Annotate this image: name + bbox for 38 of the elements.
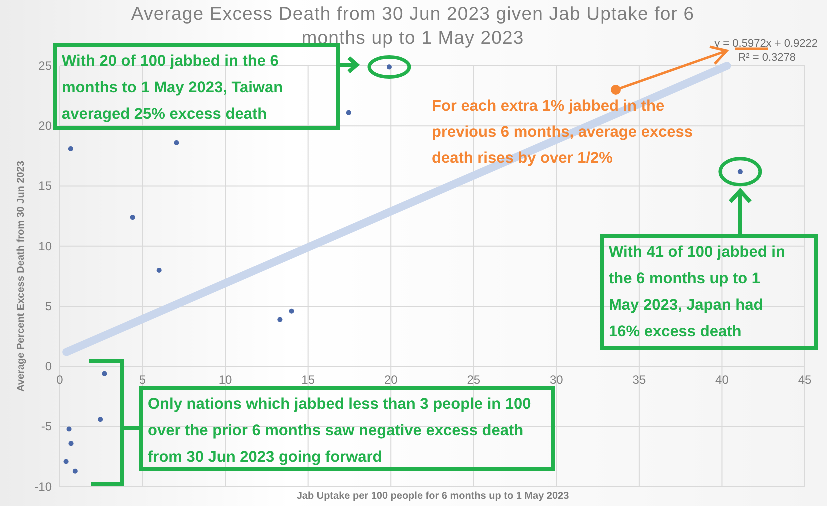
- point: [66, 426, 72, 432]
- x-tick-label: 35: [632, 373, 646, 388]
- point: [72, 468, 78, 474]
- annotation: For each extra 1% jabbed in the previous 6 months, average excess death rises by over 1/2%: [432, 98, 694, 167]
- y-tick-label: 25: [38, 58, 52, 73]
- y-axis-title: Average Percent Excess Death from 30 Jun 2023: [16, 160, 27, 392]
- x-tick-label: 25: [467, 373, 481, 388]
- x-tick-label: 45: [798, 373, 812, 388]
- point: [64, 459, 69, 464]
- y-tick-label: -5: [41, 420, 52, 434]
- point: [156, 268, 162, 274]
- point: [102, 371, 108, 376]
- y-tick-label: -10: [34, 480, 52, 494]
- point: [130, 215, 136, 220]
- x-tick-label: 15: [302, 373, 316, 388]
- point: [98, 417, 104, 422]
- y-tick-label: 10: [38, 239, 52, 254]
- annotation: With 20 of 100 jabbed in the 6 months to 1 May 2023, Taiwan averaged 25% excess death: [62, 53, 284, 123]
- point: [278, 317, 283, 322]
- x-tick-label: 20: [384, 373, 398, 388]
- x-tick-label: 5: [139, 373, 146, 388]
- annotation: Only nations which jabbed less than 3 people in 100 over the prior 6 months saw negative excess death from 30 Jun 2023 going forward: [148, 396, 532, 466]
- x-tick-label: 40: [716, 373, 730, 388]
- point: [346, 110, 352, 116]
- annotation: With 41 of 100 jabbed in the 6 months up to 1 May 2023, Japan had 16% excess death: [609, 244, 786, 340]
- point: [174, 140, 180, 146]
- x-tick-label: 30: [550, 373, 564, 388]
- text: R² = 0.3278: [738, 52, 796, 64]
- x-tick-label: 0: [56, 373, 64, 388]
- point: [68, 146, 74, 152]
- x-axis-title: Jab Uptake per 100 people for 6 months up to 1 May 2023: [296, 491, 570, 502]
- y-tick-label: 20: [38, 118, 52, 133]
- point: [289, 308, 294, 314]
- y-tick-label: 0: [45, 360, 52, 374]
- point: [68, 441, 74, 446]
- y-tick-label: 15: [38, 179, 52, 194]
- x-tick-label: 10: [218, 373, 233, 388]
- y-tick-label: 5: [45, 299, 52, 314]
